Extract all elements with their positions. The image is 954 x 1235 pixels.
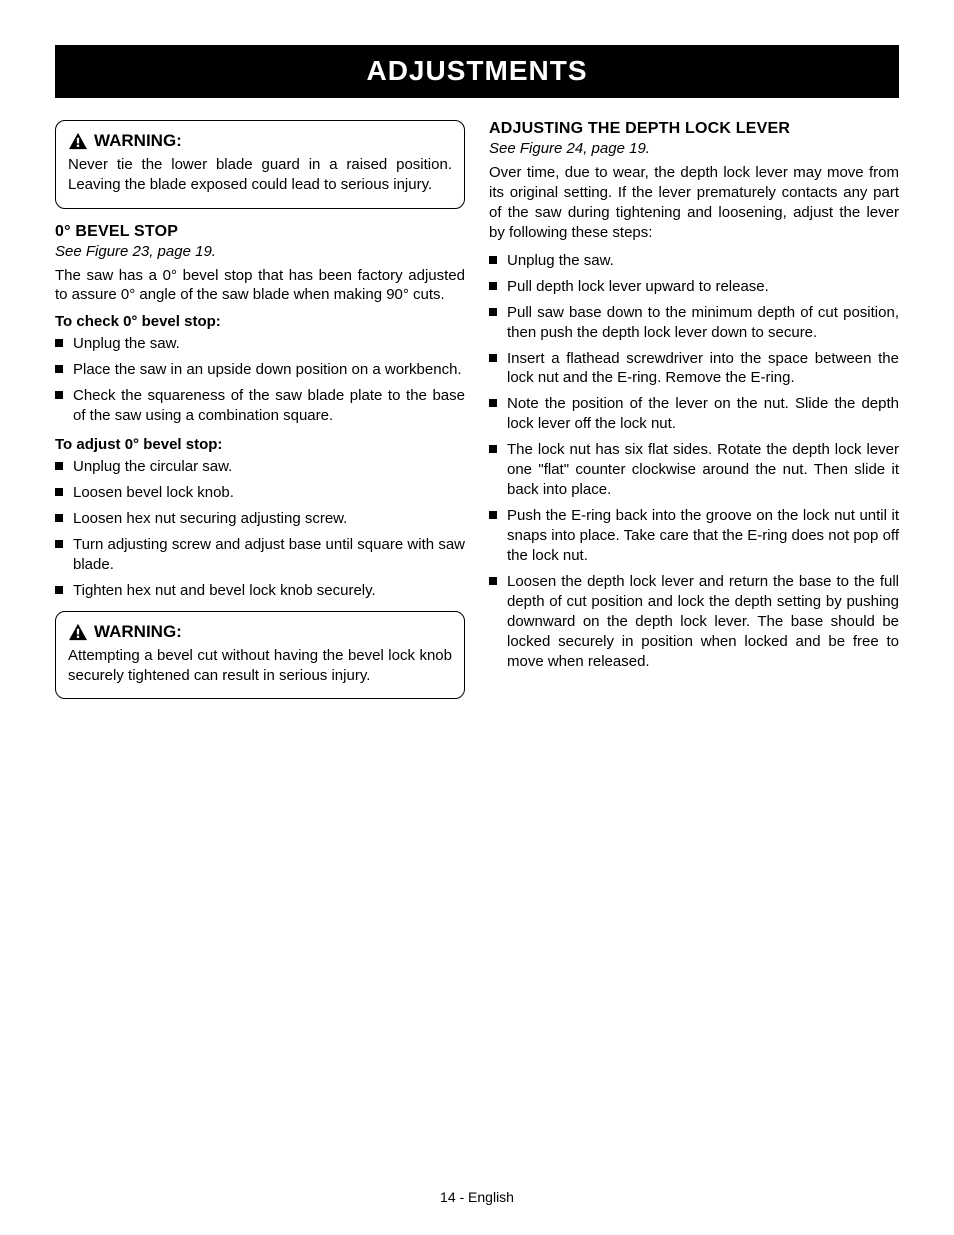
section-intro: The saw has a 0° bevel stop that has bee… (55, 266, 465, 306)
warning-box-bevel-cut: WARNING: Attempting a bevel cut without … (55, 611, 465, 700)
list-item: Pull depth lock lever upward to release. (489, 277, 899, 297)
warning-text: Attempting a bevel cut without having th… (68, 646, 452, 687)
list-item: Note the position of the lever on the nu… (489, 394, 899, 434)
section-intro: Over time, due to wear, the depth lock l… (489, 163, 899, 243)
list-item: Pull saw base down to the minimum depth … (489, 303, 899, 343)
warning-header: WARNING: (68, 622, 452, 642)
list-item: Turn adjusting screw and adjust base unt… (55, 535, 465, 575)
right-column: ADJUSTING THE DEPTH LOCK LEVER See Figur… (489, 120, 899, 713)
warning-header: WARNING: (68, 131, 452, 151)
list-item: Push the E-ring back into the groove on … (489, 506, 899, 566)
subheading-adjust: To adjust 0° bevel stop: (55, 436, 465, 453)
list-item: Loosen bevel lock knob. (55, 483, 465, 503)
adjust-list: Unplug the circular saw. Loosen bevel lo… (55, 457, 465, 601)
section-heading-depth-lock: ADJUSTING THE DEPTH LOCK LEVER (489, 120, 899, 138)
warning-box-blade-guard: WARNING: Never tie the lower blade guard… (55, 120, 465, 209)
left-column: WARNING: Never tie the lower blade guard… (55, 120, 465, 713)
list-item: Loosen the depth lock lever and return t… (489, 572, 899, 672)
two-column-layout: WARNING: Never tie the lower blade guard… (55, 120, 899, 713)
page-title-bar: ADJUSTMENTS (55, 45, 899, 98)
page: ADJUSTMENTS WARNING: Never tie the lower… (0, 0, 954, 1235)
warning-text: Never tie the lower blade guard in a rai… (68, 155, 452, 196)
page-title: ADJUSTMENTS (366, 55, 587, 86)
list-item: Tighten hex nut and bevel lock knob secu… (55, 581, 465, 601)
section-heading-bevel-stop: 0° BEVEL STOP (55, 223, 465, 241)
figure-reference: See Figure 23, page 19. (55, 243, 465, 260)
page-footer: 14 - English (0, 1189, 954, 1205)
list-item: Unplug the saw. (55, 334, 465, 354)
subheading-check: To check 0° bevel stop: (55, 313, 465, 330)
list-item: Place the saw in an upside down position… (55, 360, 465, 380)
list-item: Unplug the circular saw. (55, 457, 465, 477)
check-list: Unplug the saw. Place the saw in an upsi… (55, 334, 465, 426)
warning-label: WARNING: (94, 622, 182, 642)
warning-label: WARNING: (94, 131, 182, 151)
list-item: Check the squareness of the saw blade pl… (55, 386, 465, 426)
list-item: Loosen hex nut securing adjusting screw. (55, 509, 465, 529)
list-item: Insert a flathead screwdriver into the s… (489, 349, 899, 389)
warning-icon (68, 132, 88, 150)
depth-lock-steps: Unplug the saw. Pull depth lock lever up… (489, 251, 899, 672)
list-item: The lock nut has six flat sides. Rotate … (489, 440, 899, 500)
warning-icon (68, 623, 88, 641)
figure-reference: See Figure 24, page 19. (489, 140, 899, 157)
list-item: Unplug the saw. (489, 251, 899, 271)
